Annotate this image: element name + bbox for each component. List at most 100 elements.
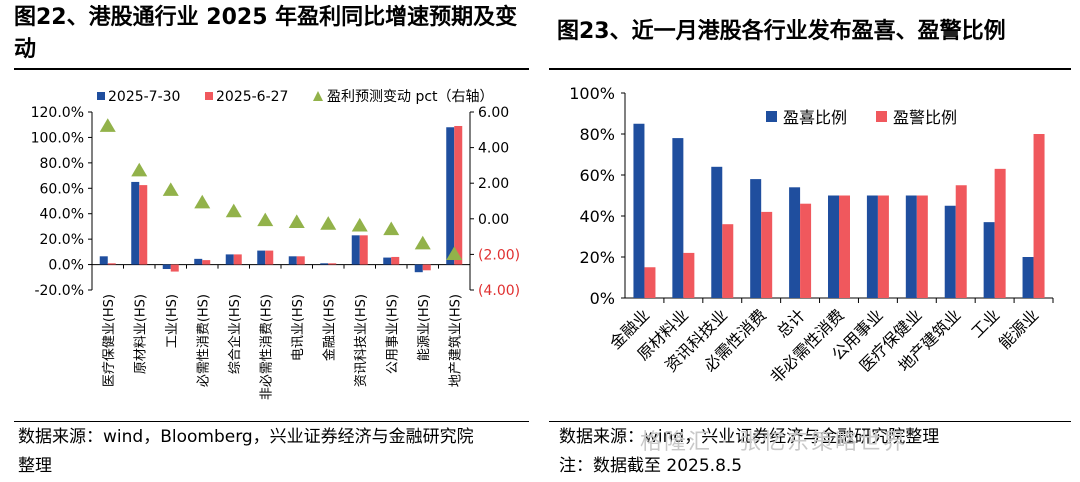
bar-2025-6-27 bbox=[422, 264, 431, 271]
source-divider bbox=[14, 421, 529, 422]
bar-profit-warning-positive bbox=[983, 222, 995, 298]
bar-2025-6-27 bbox=[233, 254, 242, 265]
triangle-marker bbox=[257, 212, 274, 227]
legend-swatch-red bbox=[205, 92, 213, 100]
bar-2025-6-27 bbox=[296, 256, 305, 265]
y-tick-label: 40% bbox=[579, 207, 615, 226]
bar-2025-6-27 bbox=[328, 263, 337, 265]
bar-2025-6-27 bbox=[359, 235, 368, 265]
triangle-marker bbox=[99, 118, 116, 132]
y-tick-label: 0% bbox=[590, 289, 615, 308]
y-tick-label: 20.0% bbox=[40, 232, 84, 248]
triangle-marker bbox=[446, 246, 463, 260]
x-tick-label: 医疗保健业(HS) bbox=[102, 294, 117, 387]
bar-profit-warning-positive bbox=[828, 195, 839, 298]
left-panel: 图22、港股通行业 2025 年盈利同比增速预期及变动 -20.0% 0.0% 20… bbox=[0, 0, 535, 482]
bar-2025-6-27 bbox=[107, 263, 116, 265]
bar-2025-7-30 bbox=[383, 257, 392, 265]
bar-profit-warning-negative bbox=[916, 195, 928, 298]
triangle-marker bbox=[162, 182, 179, 196]
title-divider bbox=[549, 68, 1071, 70]
x-tick-label: 综合企业(HS) bbox=[227, 294, 243, 374]
bar-profit-warning-negative bbox=[761, 211, 773, 298]
bar-profit-warning-negative bbox=[722, 224, 734, 298]
bar-2025-6-27 bbox=[391, 256, 400, 265]
y2-tick-label: 2.00 bbox=[478, 176, 509, 192]
x-tick-label: 资讯科技业(HS) bbox=[354, 294, 369, 387]
y-tick-label: 60% bbox=[579, 166, 615, 185]
bar-2025-6-27 bbox=[265, 250, 274, 265]
bar-profit-warning-positive bbox=[1022, 257, 1034, 298]
bar-profit-warning-negative bbox=[683, 252, 695, 298]
y-tick-label: 20% bbox=[579, 248, 615, 267]
bar-2025-7-30 bbox=[288, 256, 297, 265]
y-tick-label: 100% bbox=[569, 84, 615, 103]
bar-profit-warning-negative bbox=[955, 185, 967, 298]
triangle-marker bbox=[288, 214, 305, 228]
bar-2025-6-27 bbox=[170, 264, 179, 272]
source-divider bbox=[549, 421, 1071, 422]
x-tick-label: 公用事业(HS) bbox=[385, 294, 400, 374]
bar-2025-6-27 bbox=[454, 125, 463, 265]
y-tick-label: 60.0% bbox=[40, 181, 84, 197]
bar-profit-warning-positive bbox=[866, 195, 878, 298]
chart-title: 图22、港股通行业 2025 年盈利同比增速预期及变动 bbox=[14, 5, 518, 62]
x-tick-label: 电讯业(HS) bbox=[291, 294, 306, 361]
x-tick-label: 必需性消费(HS) bbox=[196, 294, 211, 387]
triangle-marker bbox=[225, 203, 242, 218]
bar-2025-7-30 bbox=[194, 258, 203, 265]
x-tick-label: 能源业 bbox=[995, 305, 1042, 352]
bar-2025-6-27 bbox=[202, 260, 211, 265]
chart-title: 图23、近一月港股各行业发布盈喜、盈警比例 bbox=[557, 19, 1006, 44]
legend-swatch-blue bbox=[97, 92, 105, 100]
y2-tick-label: (2.00) bbox=[478, 247, 520, 263]
bar-profit-warning-negative bbox=[1033, 134, 1045, 298]
bar-profit-warning-positive bbox=[905, 195, 917, 298]
bar-2025-6-27 bbox=[139, 185, 148, 265]
bar-profit-warning-negative bbox=[839, 195, 850, 298]
triangle-marker bbox=[351, 217, 368, 232]
bar-2025-7-30 bbox=[257, 250, 266, 265]
source-note-line2: 整理 bbox=[18, 456, 52, 476]
x-tick-label: 非必需性消费(HS) bbox=[259, 294, 274, 400]
x-tick-label: 原材料业(HS) bbox=[133, 294, 148, 374]
bar-2025-7-30 bbox=[351, 235, 360, 265]
y2-tick-label: 4.00 bbox=[478, 141, 509, 157]
source-note-line1: 数据来源：wind，兴业证券经济与金融研究院整理 bbox=[559, 427, 940, 447]
bar-profit-warning-negative bbox=[994, 168, 1006, 298]
left-chart: -20.0% 0.0% 20.0% 40.0% 60.0% 80.0% 100.0% 120.… bbox=[31, 89, 521, 400]
y2-tick-label: 0.00 bbox=[478, 212, 509, 228]
bar-2025-7-30 bbox=[99, 256, 108, 265]
y-tick-label: -20.0% bbox=[34, 283, 84, 299]
y2-tick-label: 6.00 bbox=[478, 105, 509, 121]
y-tick-label: 0.0% bbox=[48, 258, 84, 274]
title-divider bbox=[14, 68, 529, 70]
legend-label: 盈警比例 bbox=[893, 108, 957, 127]
bar-profit-warning-negative bbox=[877, 195, 889, 298]
bar-2025-7-30 bbox=[225, 254, 234, 265]
y-tick-label: 120.0% bbox=[31, 105, 84, 121]
legend-label: 2025-6-27 bbox=[216, 89, 288, 105]
bar-profit-warning-negative bbox=[644, 267, 656, 298]
legend-swatch-blue bbox=[766, 111, 777, 122]
bar-profit-warning-positive bbox=[711, 166, 723, 298]
x-tick-label: 能源业(HS) bbox=[417, 294, 432, 361]
y2-tick-label: (4.00) bbox=[478, 283, 520, 299]
y-tick-label: 80% bbox=[579, 125, 615, 144]
triangle-marker bbox=[320, 216, 337, 230]
legend-swatch-triangle bbox=[313, 91, 323, 101]
bar-profit-warning-positive bbox=[750, 179, 762, 298]
y-tick-label: 100.0% bbox=[31, 130, 84, 146]
x-tick-label: 工业(HS) bbox=[165, 294, 180, 348]
bar-2025-7-30 bbox=[414, 264, 423, 273]
bar-profit-warning-positive bbox=[944, 205, 956, 298]
bar-2025-7-30 bbox=[131, 181, 140, 265]
triangle-marker bbox=[131, 162, 148, 177]
y-tick-label: 80.0% bbox=[40, 156, 84, 172]
right-panel: 图23、近一月港股各行业发布盈喜、盈警比例 0% 20% 40% 60% 80% 100%… bbox=[545, 0, 1080, 482]
bar-profit-warning-negative bbox=[800, 203, 812, 298]
x-tick-label: 金融业(HS) bbox=[321, 294, 337, 361]
source-note-line1: 数据来源：wind，Bloomberg，兴业证券经济与金融研究院 bbox=[18, 427, 474, 447]
bar-2025-7-30 bbox=[320, 263, 329, 265]
